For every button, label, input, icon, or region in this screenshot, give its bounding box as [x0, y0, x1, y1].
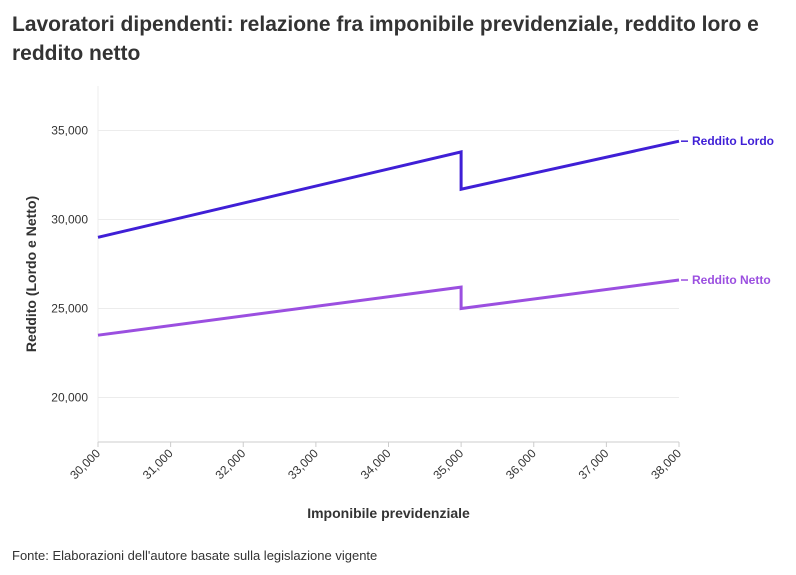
x-tick-label: 35,000 — [430, 446, 466, 482]
series-lines — [97, 139, 680, 337]
x-tick-label: 33,000 — [285, 446, 321, 482]
x-tick-label: 32,000 — [213, 446, 249, 482]
y-axis-title: Reddito (Lordo e Netto) — [23, 196, 39, 352]
y-tick-label: 20,000 — [51, 391, 88, 405]
source-note: Fonte: Elaborazioni dell'autore basate s… — [12, 548, 378, 563]
y-tick-label: 25,000 — [51, 302, 88, 316]
x-tick-label: 36,000 — [503, 446, 539, 482]
y-tick-label: 35,000 — [51, 124, 88, 138]
series-label-reddito-lordo: Reddito Lordo — [692, 134, 774, 148]
x-tick-label: 30,000 — [67, 446, 103, 482]
x-tick-label: 31,000 — [140, 446, 176, 482]
series-line-reddito-netto — [97, 278, 680, 337]
gridlines — [97, 86, 679, 442]
x-tick-label: 38,000 — [648, 446, 684, 482]
y-tick-label: 30,000 — [51, 213, 88, 227]
series-labels: Reddito Lordo Reddito Netto — [681, 134, 774, 287]
chart-title: Lavoratori dipendenti: relazione fra imp… — [12, 13, 759, 65]
x-tick-label: 37,000 — [576, 446, 612, 482]
series-label-reddito-netto: Reddito Netto — [692, 273, 771, 287]
y-axis-ticks: 20,000 25,000 30,000 35,000 — [51, 124, 88, 405]
x-axis-ticks: 30,000 31,000 32,000 33,000 34,000 35,000 36,0… — [67, 442, 684, 482]
series-line-reddito-lordo — [97, 139, 680, 239]
x-axis-title: Imponibile previdenziale — [307, 505, 470, 521]
x-tick-label: 34,000 — [358, 446, 394, 482]
